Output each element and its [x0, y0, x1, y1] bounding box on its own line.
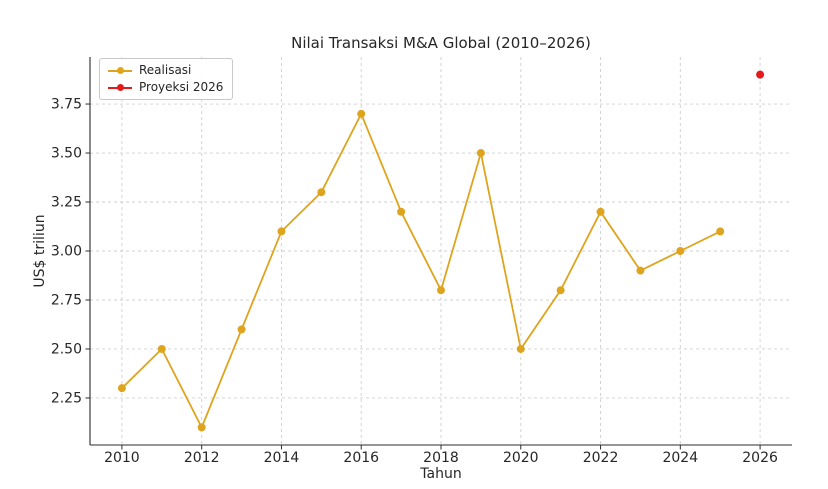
legend-label-realisasi: Realisasi	[139, 63, 192, 77]
realisasi-point	[476, 149, 485, 158]
x-tick-label: 2026	[742, 450, 778, 466]
chart-title: Nilai Transaksi M&A Global (2010–2026)	[291, 34, 591, 52]
realisasi-point	[157, 344, 166, 353]
realisasi-point	[197, 423, 206, 432]
realisasi-point	[596, 207, 605, 216]
legend-label-proyeksi-2026: Proyeksi 2026	[139, 80, 224, 95]
realisasi-point	[437, 286, 445, 295]
realisasi-point	[397, 207, 406, 216]
x-tick-label: 2012	[184, 450, 220, 466]
y-tick-label: 3.75	[51, 97, 82, 113]
realisasi-point	[317, 188, 326, 197]
gridlines	[90, 57, 792, 445]
x-tick-label: 2024	[662, 450, 698, 466]
proyeksi-line-dot-swatch	[108, 83, 132, 92]
axis-ticks	[85, 103, 761, 450]
y-axis-label: US$ triliun	[32, 214, 48, 287]
realisasi-line	[121, 112, 722, 429]
x-tick-label: 2016	[343, 450, 379, 466]
realisasi-point	[357, 109, 366, 118]
realisasi-point	[277, 227, 286, 236]
x-tick-label: 2010	[104, 450, 140, 466]
realisasi-point	[556, 286, 565, 295]
realisasi-point	[716, 227, 725, 236]
y-tick-label: 3.50	[51, 146, 82, 162]
x-axis-label: Tahun	[419, 466, 461, 482]
proyeksi-2026-point	[756, 70, 765, 79]
y-tick-label: 2.75	[51, 292, 82, 308]
x-tick-label: 2022	[583, 450, 619, 466]
realisasi-point	[676, 247, 685, 255]
realisasi-point	[636, 266, 645, 275]
legend-item-proyeksi-2026: Proyeksi 2026	[108, 80, 224, 95]
legend: Realisasi Proyeksi 2026	[99, 58, 234, 101]
x-tick-label: 2014	[264, 450, 300, 466]
y-tick-label: 2.50	[51, 341, 82, 357]
legend-item-realisasi: Realisasi	[108, 63, 223, 77]
realisasi-point	[237, 325, 246, 334]
tick-labels: 2010 2012 2014 2016 2018 2020 2022 2024 2026 2.25…	[51, 97, 778, 466]
realisasi-point	[117, 384, 126, 393]
x-tick-label: 2020	[503, 450, 539, 466]
realisasi-point	[516, 344, 525, 353]
data-series	[117, 70, 765, 432]
y-tick-label: 2.25	[51, 390, 82, 406]
y-tick-label: 3.25	[51, 195, 82, 211]
realisasi-line-dot-swatch	[108, 66, 132, 75]
x-tick-label: 2018	[423, 450, 459, 466]
y-tick-label: 3.00	[51, 244, 82, 260]
